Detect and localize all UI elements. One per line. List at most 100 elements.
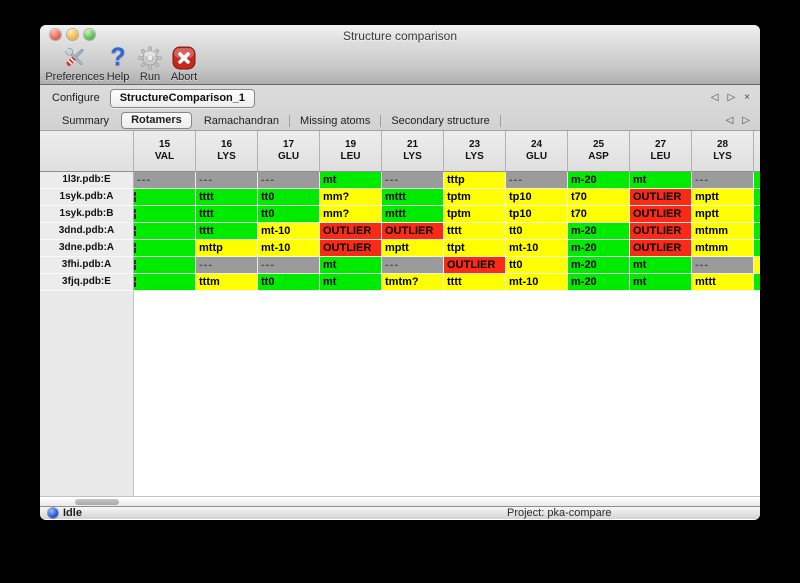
rotamer-cell[interactable]: t70 [568, 206, 630, 223]
rotamer-cell[interactable]: OUTLIER [444, 257, 506, 274]
rotamer-cell[interactable] [134, 223, 196, 240]
rotamer-cell[interactable]: --- [692, 257, 754, 274]
column-header-21[interactable]: 21 LYS [382, 131, 444, 172]
rotamer-cell[interactable]: m-20 [568, 240, 630, 257]
rotamer-cell[interactable] [134, 257, 196, 274]
column-header-23[interactable]: 23 LYS [444, 131, 506, 172]
next-tab-arrow-icon[interactable]: ▷ [742, 114, 750, 126]
rotamer-cell[interactable]: mttt [382, 206, 444, 223]
row-label[interactable]: 3fjq.pdb:E [40, 274, 134, 291]
tab-missing-atoms[interactable]: Missing atoms [300, 114, 371, 127]
rotamer-cell[interactable]: m-20 [568, 257, 630, 274]
rotamer-cell[interactable]: OUTLIER [320, 240, 382, 257]
rotamer-cell[interactable]: OUTLIER [630, 223, 692, 240]
rotamer-cell[interactable]: mt [630, 257, 692, 274]
rotamer-cell[interactable]: mttt [692, 274, 754, 291]
minimize-button[interactable] [67, 29, 78, 40]
rotamer-cell[interactable]: --- [506, 172, 568, 189]
column-header-17[interactable]: 17 GLU [258, 131, 320, 172]
rotamer-cell[interactable]: --- [382, 257, 444, 274]
row-label[interactable]: 1syk.pdb:B [40, 206, 134, 223]
rotamer-cell[interactable]: OUTLIER [320, 223, 382, 240]
rotamer-cell[interactable]: tttm [196, 274, 258, 291]
rotamer-cell[interactable] [134, 240, 196, 257]
rotamer-cell[interactable]: tt0 [258, 274, 320, 291]
rotamer-cell[interactable] [134, 189, 196, 206]
close-button[interactable] [50, 29, 61, 40]
rotamer-cell[interactable]: tp10 [506, 189, 568, 206]
rotamer-cell[interactable]: OUTLIER [630, 206, 692, 223]
rotamer-cell[interactable]: tptm [444, 206, 506, 223]
tab-secondary-structure[interactable]: Secondary structure [391, 114, 490, 127]
rotamer-cell[interactable]: mptt [692, 206, 754, 223]
rotamer-cell[interactable]: mttt [382, 189, 444, 206]
rotamer-cell[interactable]: tp10 [506, 206, 568, 223]
help-button[interactable]: Help [103, 44, 133, 84]
column-header-19[interactable]: 19 LEU [320, 131, 382, 172]
rotamer-cell[interactable]: mttp [196, 240, 258, 257]
rotamer-cell[interactable]: --- [692, 172, 754, 189]
column-header-24[interactable]: 24 GLU [506, 131, 568, 172]
column-header-25[interactable]: 25 ASP [568, 131, 630, 172]
next-tab-arrow-icon[interactable]: ▷ [727, 92, 736, 103]
abort-button[interactable]: Abort [166, 44, 202, 84]
run-button[interactable]: Run [135, 44, 165, 84]
rotamer-cell[interactable]: m-20 [568, 223, 630, 240]
scrollbar-thumb[interactable] [75, 499, 119, 505]
rotamer-cell[interactable]: m-20 [568, 172, 630, 189]
prev-tab-arrow-icon[interactable]: ◁ [710, 92, 719, 103]
rotamer-cell[interactable]: tttp [444, 172, 506, 189]
column-header-28[interactable]: 28 LYS [692, 131, 754, 172]
rotamer-cell[interactable]: OUTLIER [382, 223, 444, 240]
column-header-15[interactable]: 15 VAL [134, 131, 196, 172]
rotamer-cell[interactable]: tt0 [506, 223, 568, 240]
rotamer-cell[interactable]: m-20 [568, 274, 630, 291]
rotamer-cell[interactable]: mt [320, 257, 382, 274]
rotamer-cell[interactable]: tttt [444, 223, 506, 240]
rotamer-cell[interactable]: mt [630, 274, 692, 291]
rotamer-cell[interactable]: tttt [196, 189, 258, 206]
rotamer-cell[interactable]: tt0 [506, 257, 568, 274]
rotamer-cell[interactable]: --- [382, 172, 444, 189]
rotamer-cell[interactable]: ttpt [444, 240, 506, 257]
rotamer-cell[interactable] [134, 206, 196, 223]
rotamer-cell[interactable]: tptm [444, 189, 506, 206]
tab-ramachandran[interactable]: Ramachandran [203, 114, 280, 127]
rotamer-cell[interactable]: tt0 [258, 206, 320, 223]
rotamer-cell[interactable]: OUTLIER [630, 189, 692, 206]
zoom-button[interactable] [84, 29, 95, 40]
preferences-button[interactable]: Preferences [44, 44, 106, 84]
tab-rotamers[interactable]: Rotamers [121, 112, 192, 129]
rotamer-cell[interactable] [134, 274, 196, 291]
rotamer-cell[interactable]: --- [196, 257, 258, 274]
rotamer-cell[interactable]: tttt [196, 206, 258, 223]
rotamer-cell[interactable]: mm? [320, 189, 382, 206]
prev-tab-arrow-icon[interactable]: ◁ [725, 114, 734, 126]
rotamer-cell[interactable]: mt-10 [506, 240, 568, 257]
row-label[interactable]: 1syk.pdb:A [40, 189, 134, 206]
rotamer-cell[interactable]: tttt [196, 223, 258, 240]
rotamer-cell[interactable]: t70 [568, 189, 630, 206]
rotamer-cell[interactable]: mt-10 [506, 274, 568, 291]
column-header-27[interactable]: 27 LEU [630, 131, 692, 172]
row-label[interactable]: 3dne.pdb:A [40, 240, 134, 257]
rotamer-cell[interactable]: tttt [444, 274, 506, 291]
rotamer-cell[interactable]: mt-10 [258, 240, 320, 257]
close-tab-icon[interactable]: × [744, 92, 750, 103]
rotamer-cell[interactable]: --- [196, 172, 258, 189]
rotamer-cell[interactable]: OUTLIER [630, 240, 692, 257]
rotamer-cell[interactable]: tt0 [258, 189, 320, 206]
horizontal-scrollbar[interactable] [40, 496, 760, 506]
column-header-16[interactable]: 16 LYS [196, 131, 258, 172]
tab-summary[interactable]: Summary [62, 114, 110, 127]
rotamer-cell[interactable]: mt [320, 274, 382, 291]
rotamer-cell[interactable]: --- [258, 172, 320, 189]
rotamer-cell[interactable]: mptt [692, 189, 754, 206]
rotamer-cell[interactable]: mtmm [692, 223, 754, 240]
configure-active-tab[interactable]: StructureComparison_1 [109, 88, 256, 108]
rotamer-cell[interactable]: mm? [320, 206, 382, 223]
rotamer-cell[interactable]: mtmm [692, 240, 754, 257]
rotamer-cell[interactable]: mt [320, 172, 382, 189]
title-bar[interactable]: Structure comparison [40, 25, 760, 43]
rotamer-cell[interactable]: tmtm? [382, 274, 444, 291]
